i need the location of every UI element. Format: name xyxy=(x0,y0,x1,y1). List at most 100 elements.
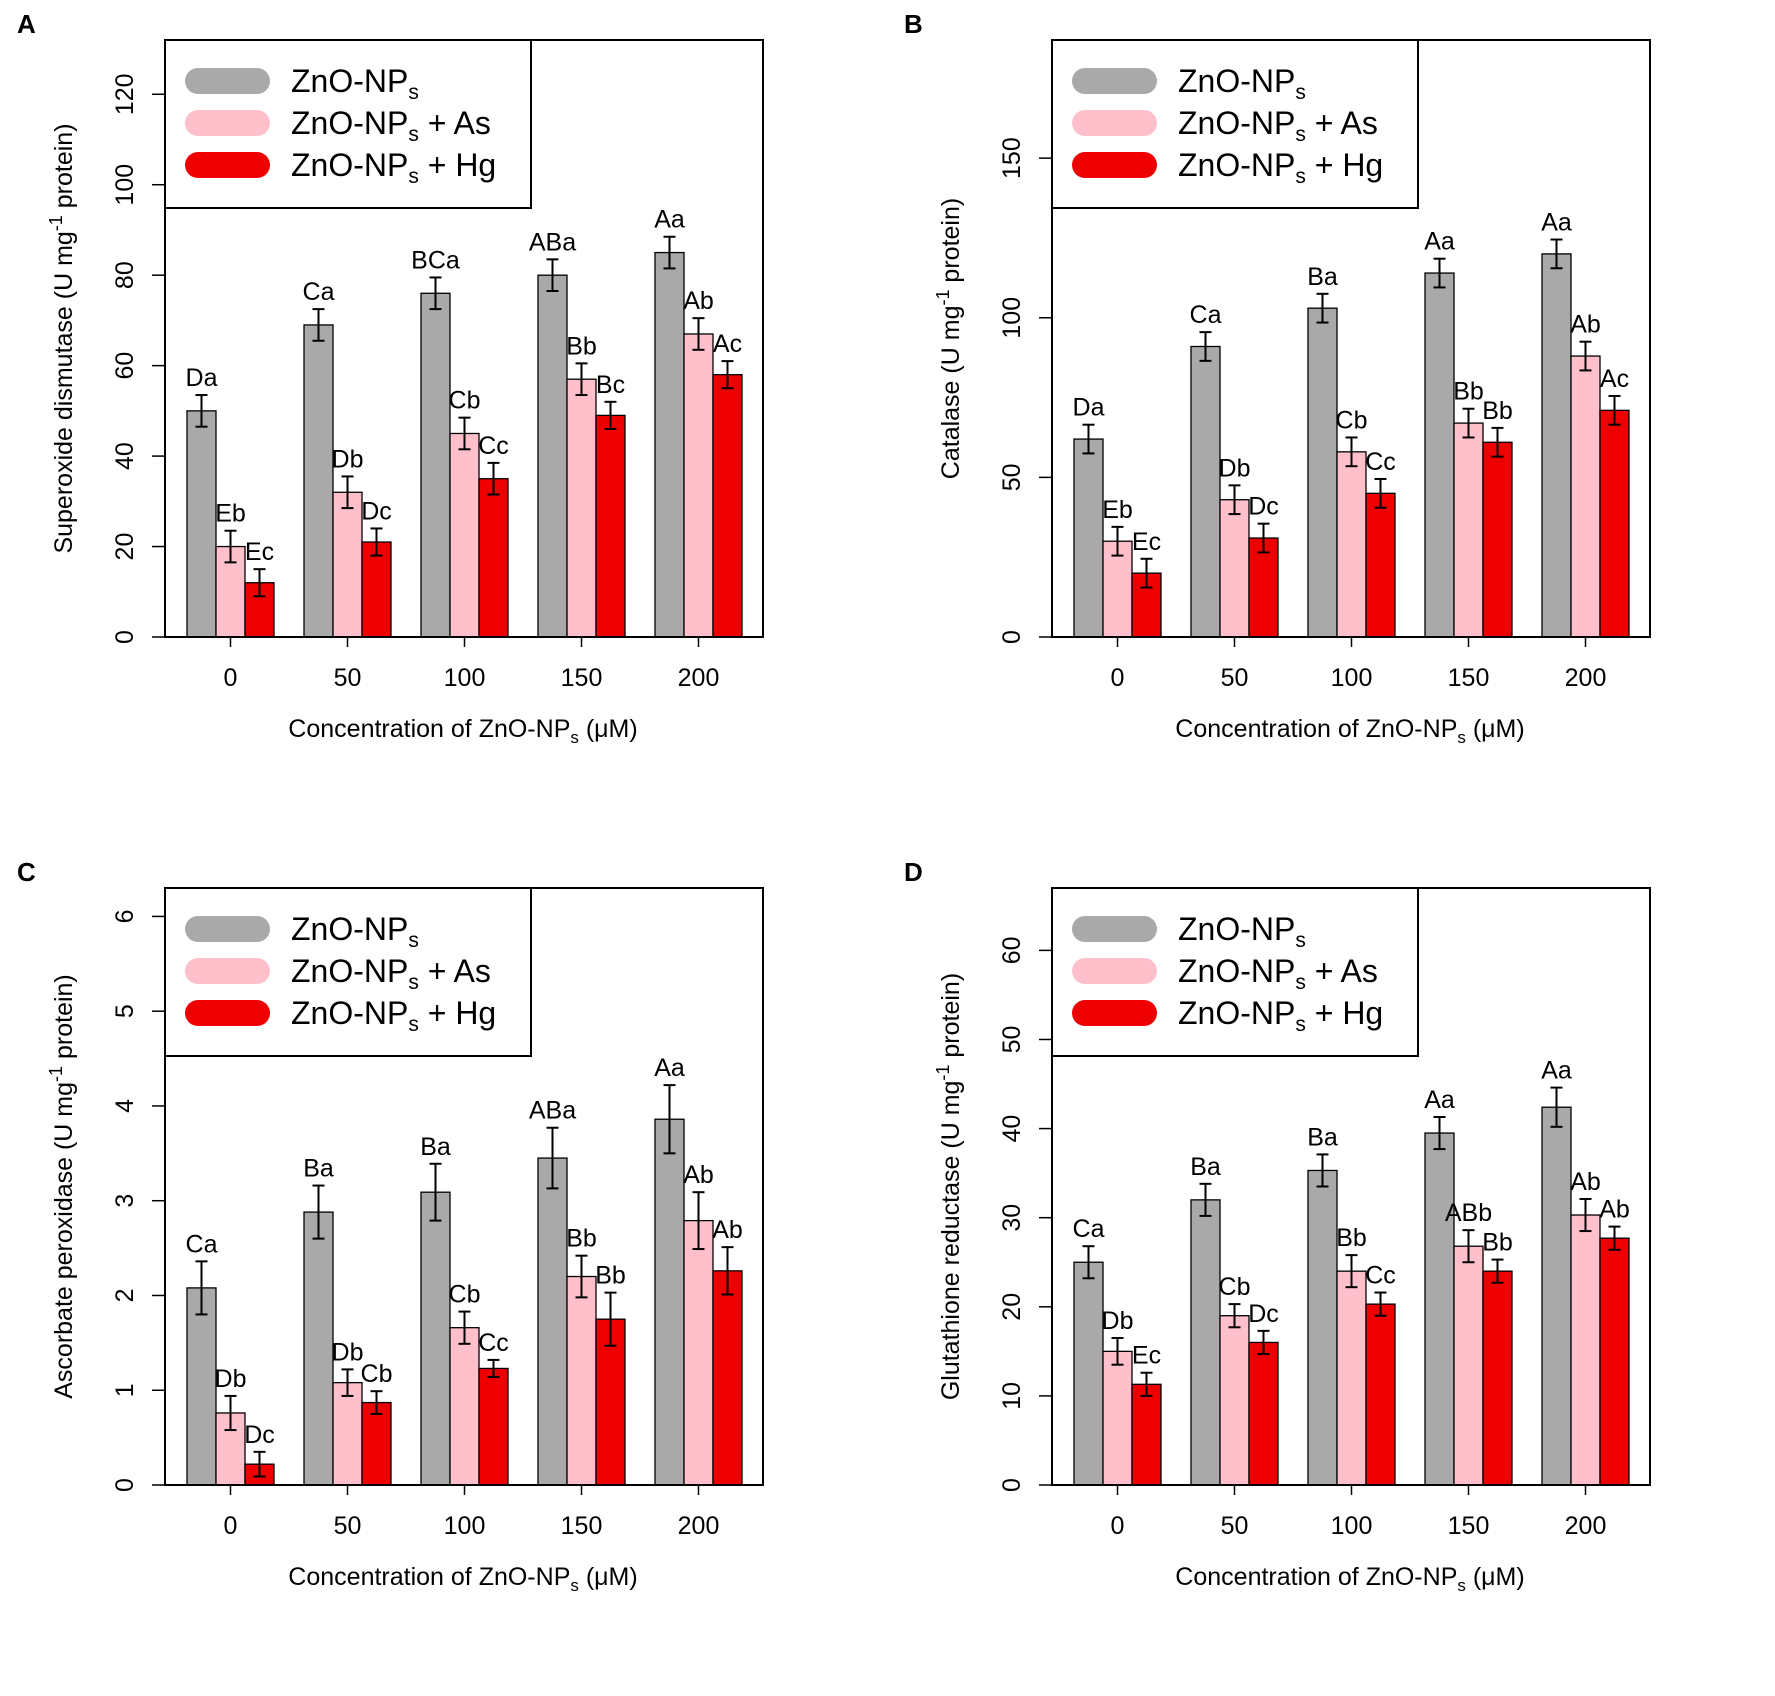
legend-label-sub: s xyxy=(408,123,419,146)
error-bar xyxy=(1579,340,1592,372)
legend-label-suffix: + As xyxy=(1306,953,1378,989)
x-axis-title-main: Concentration of ZnO-NP xyxy=(1175,1563,1457,1591)
legend-label-main: ZnO-NP xyxy=(1178,105,1295,141)
significance-label: Dc xyxy=(361,497,392,525)
bar xyxy=(566,378,597,638)
legend-label-main: ZnO-NP xyxy=(291,105,408,141)
error-bar xyxy=(663,1084,676,1155)
x-tick-label: 200 xyxy=(678,1512,720,1540)
y-axis-title: Glutathione reductase (U mg-1 protein) xyxy=(933,973,965,1400)
x-tick-label: 50 xyxy=(1221,1512,1249,1540)
panel-c: C Ca Db Dc 0 Ba Db Cb 50 Ba Cb Cc 100 ABa Bb Bb 150 Aa Ab A… xyxy=(0,848,887,1696)
significance-label: Da xyxy=(186,364,218,392)
x-tick-label: 0 xyxy=(224,1512,238,1540)
error-bar xyxy=(1140,557,1153,589)
legend-label: ZnO-NPs xyxy=(1178,63,1306,104)
bar xyxy=(303,1211,334,1486)
bar xyxy=(449,432,480,638)
significance-label: Db xyxy=(332,1338,364,1366)
legend-label-sub: s xyxy=(1295,971,1306,994)
x-tick-label: 100 xyxy=(1331,664,1373,692)
error-bar xyxy=(253,1450,266,1478)
legend-label: ZnO-NPs + As xyxy=(291,105,491,146)
bar xyxy=(1131,1383,1162,1486)
significance-label: Ec xyxy=(245,538,274,566)
x-tick-label: 100 xyxy=(444,1512,486,1540)
error-bar xyxy=(312,1184,325,1240)
x-axis-title: Concentration of ZnO-NPs (μM) xyxy=(1175,1563,1524,1595)
significance-label: ABb xyxy=(1445,1199,1492,1227)
error-bar xyxy=(224,529,237,564)
y-axis-title-name: Glutathione reductase xyxy=(937,1156,965,1401)
x-tick-label: 50 xyxy=(1221,664,1249,692)
error-bar xyxy=(1462,1229,1475,1264)
x-tick-label: 0 xyxy=(1111,1512,1125,1540)
legend-label-suffix: + As xyxy=(419,105,491,141)
y-axis-title-unit-end: protein) xyxy=(50,974,78,1066)
error-bar xyxy=(1140,1371,1153,1397)
x-tick-label: 50 xyxy=(334,664,362,692)
bar xyxy=(1219,1315,1250,1486)
bar xyxy=(712,374,743,638)
bar xyxy=(1248,537,1279,638)
x-axis-title-main: Concentration of ZnO-NP xyxy=(288,1563,570,1591)
significance-label: Da xyxy=(1073,394,1105,422)
legend-label: ZnO-NPs + Hg xyxy=(291,147,496,188)
y-tick-label: 150 xyxy=(998,137,1026,179)
y-tick-label: 5 xyxy=(111,1004,139,1018)
significance-label: Db xyxy=(215,1365,247,1393)
legend-label-sub: s xyxy=(1295,123,1306,146)
y-axis-title-unit-sup: -1 xyxy=(933,1065,953,1081)
legend-label: ZnO-NPs + Hg xyxy=(1178,147,1383,188)
bar xyxy=(332,491,363,638)
x-tick-label: 200 xyxy=(678,664,720,692)
error-bar xyxy=(1082,423,1095,455)
significance-label: Cb xyxy=(1219,1273,1251,1301)
bar xyxy=(1424,1132,1455,1486)
bar xyxy=(1541,1106,1572,1486)
error-bar xyxy=(721,1246,734,1296)
significance-label: Ec xyxy=(1132,1342,1161,1370)
error-bar xyxy=(1608,394,1621,426)
legend-label: ZnO-NPs + As xyxy=(1178,105,1378,146)
x-tick-label: 150 xyxy=(1448,1512,1490,1540)
significance-label: Ba xyxy=(1307,263,1338,291)
y-tick-label: 0 xyxy=(998,1478,1026,1492)
bar xyxy=(654,1118,685,1486)
x-axis-title: Concentration of ZnO-NPs (μM) xyxy=(288,1563,637,1595)
x-axis-title: Concentration of ZnO-NPs (μM) xyxy=(288,715,637,747)
significance-label: Aa xyxy=(1541,1057,1572,1085)
legend-label-sub: s xyxy=(1295,165,1306,188)
error-bar xyxy=(1316,292,1329,324)
significance-label: Bb xyxy=(566,332,597,360)
bar xyxy=(712,1270,743,1486)
bar xyxy=(1365,492,1396,638)
panel-letter: D xyxy=(904,857,923,887)
significance-label: Aa xyxy=(1541,209,1572,237)
bar xyxy=(420,292,451,638)
x-axis-title-suffix: (μM) xyxy=(579,1563,638,1591)
y-axis-title-unit-sup: -1 xyxy=(46,1066,66,1082)
legend-label-sub: s xyxy=(1295,929,1306,952)
bar xyxy=(332,1382,363,1486)
y-tick-label: 80 xyxy=(111,261,139,289)
bar xyxy=(1219,499,1250,638)
panel-d: D Ca Db Ec 0 Ba Cb Dc 50 Ba Bb Cc 100 Aa ABb Bb 150 Aa Ab A… xyxy=(887,848,1774,1696)
significance-label: Ab xyxy=(683,287,714,315)
bar xyxy=(1336,1270,1367,1486)
bar xyxy=(1599,1237,1630,1486)
significance-label: Cc xyxy=(1365,1262,1396,1290)
y-tick-label: 60 xyxy=(111,352,139,380)
y-tick-label: 120 xyxy=(111,73,139,115)
significance-label: Bc xyxy=(596,371,625,399)
significance-label: Db xyxy=(1219,454,1251,482)
error-bar xyxy=(546,258,559,293)
y-axis-title-name: Catalase xyxy=(937,381,965,480)
significance-label: ABa xyxy=(529,228,576,256)
bar xyxy=(1102,1350,1133,1486)
x-tick-label: 100 xyxy=(1331,1512,1373,1540)
bar xyxy=(1424,272,1455,638)
y-axis-title-unit: (U mg xyxy=(937,306,965,381)
legend-label-main: ZnO-NP xyxy=(291,953,408,989)
